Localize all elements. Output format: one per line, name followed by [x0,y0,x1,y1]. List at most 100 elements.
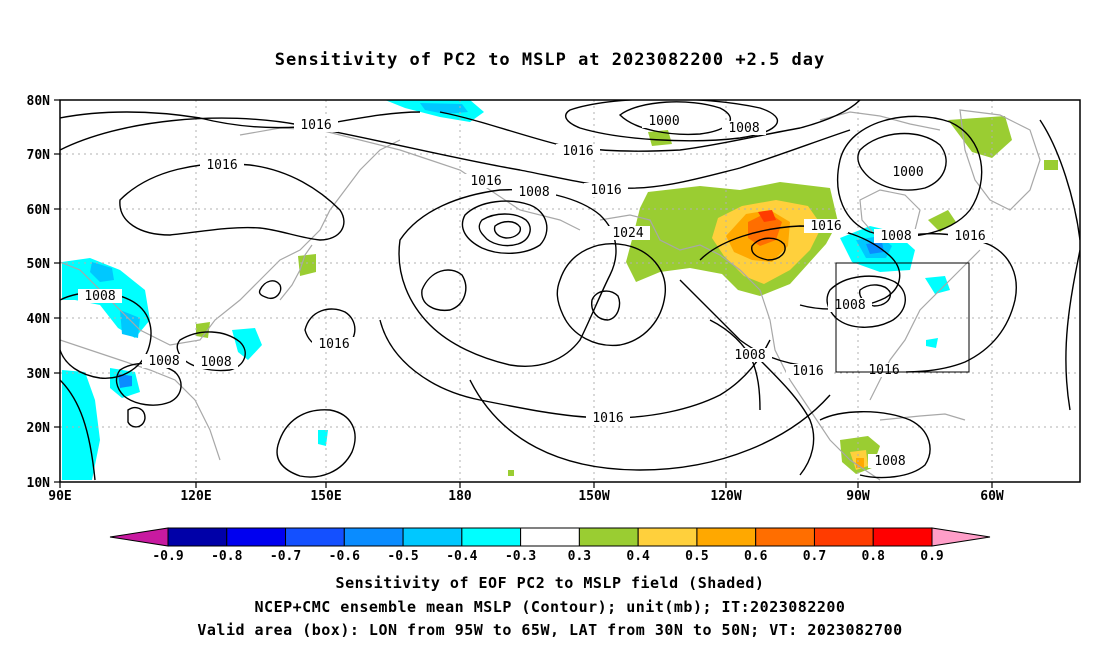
shade-neg-westpac-3 [62,370,100,480]
coast-arctic-islands [819,111,941,131]
shade-pos-labrador [928,210,956,232]
colorbar-tick-label: -0.3 [505,549,536,564]
colorbar-swatch [461,527,522,547]
coast-siberia [239,127,581,231]
colorbar-tick-label: 0.4 [626,549,650,564]
lon-label-180: 180 [448,489,472,504]
lon-label-90e: 90E [48,489,71,504]
contour-1016-upper [439,100,861,152]
contour-label-1008-f: 1008 [880,229,911,244]
colorbar-tick-label: -0.7 [270,549,301,564]
colorbar-swatch [872,527,933,547]
shade-pos-baffin [1044,160,1058,170]
sensitivity-shading [62,100,1058,480]
coast-caribbean [879,413,966,421]
colorbar-tick-label: 0.5 [685,549,708,564]
contour-label-1016-e: 1016 [590,183,621,198]
contour-label-1016-g: 1016 [592,411,623,426]
coast-asia [60,139,401,346]
shade-pos-small [508,470,514,476]
contour-1008-alaska-low [751,237,786,261]
colorbar-swatch [755,527,815,547]
lon-label-120e: 120E [180,489,211,504]
contour-label-1008-b: 1008 [148,354,179,369]
colorbar-tick-label: -0.5 [387,549,418,564]
colorbar-swatch [167,527,228,547]
shade-pos-japan [298,254,316,276]
contour-1008-pacific-mid [759,359,815,476]
contour-1008-low-2 [478,213,531,247]
lon-label-60w: 60W [980,489,1004,504]
shade-neg-westpac-2 [120,310,140,338]
contour-1016-pacific-south [379,319,771,419]
colorbar-tick-label: 0.3 [568,549,591,564]
colorbar-swatch [226,527,287,547]
contour-1008-westpac-3 [176,331,246,372]
lat-label-70n: 70N [27,148,51,163]
lon-label-150e: 150E [310,489,341,504]
caption-line-3: Valid area (box): LON from 95W to 65W, L… [197,621,903,639]
lon-label-150w: 150W [578,489,609,504]
contour-label-1008-c: 1008 [200,355,231,370]
contour-label-1016-f: 1016 [318,337,349,352]
caption-line-2: NCEP+CMC ensemble mean MSLP (Contour); u… [254,598,846,616]
shade-neg-gulf [926,338,938,348]
lat-label-80n: 80N [27,94,51,109]
contour-1016-east-edge-2 [1065,249,1080,411]
contour-label-1008-e: 1008 [728,121,759,136]
colorbar-tick-label: 0.6 [744,549,768,564]
colorbar-left-arrow [109,527,169,547]
contour-1008-small-loop [127,406,146,428]
contour-label-1008-g: 1008 [834,298,865,313]
shade-pos-arctic-2 [948,116,1012,158]
colorbar-swatch [578,527,639,547]
colorbar-tick-label: 0.7 [803,549,826,564]
contour-1016-east-edge [1039,119,1080,241]
colorbar-tick-label: 0.8 [861,549,885,564]
shade-pos-china [196,322,210,338]
contour-1024-inner [591,290,621,321]
lat-label-60n: 60N [27,203,51,218]
contour-1008-low-1 [461,200,548,254]
contour-1008-centam [819,411,931,479]
contour-1016-low-loop [398,189,617,367]
colorbar-tick-label: -0.4 [446,549,477,564]
contour-label-1008-a: 1008 [84,289,115,304]
contour-label-1024-a: 1024 [612,226,643,241]
caption-line-1: Sensitivity of EOF PC2 to MSLP field (Sh… [335,574,765,592]
contour-1016-circle [276,409,356,478]
colorbar-tick-label: -0.9 [152,549,183,564]
contour-1016-north [60,117,851,189]
coast-asia-south [60,339,221,461]
shade-neg-atlantic-core2 [866,242,884,254]
shade-pos-arctic-1 [648,130,672,146]
contour-1008-low-3 [493,220,522,239]
colorbar-tick-label: 0.9 [920,549,943,564]
coast-alaska [599,214,761,291]
contour-label-1016-d: 1016 [470,174,501,189]
plot-frame [59,99,1081,483]
shade-pos-alaska-dkorange [748,212,782,246]
lat-label-40n: 40N [27,312,51,327]
contour-1024-high [556,243,666,347]
longitude-labels: 90E 120E 150E 180 150W 120W 90W 60W [48,489,1004,504]
shade-neg-canada [925,276,950,294]
contour-1016-arctic [60,111,421,129]
lon-label-90w: 90W [846,489,870,504]
contour-label-1016-h: 1016 [810,219,841,234]
contour-label-1016-k: 1016 [868,363,899,378]
colorbar [109,527,991,547]
colorbar-swatch [696,527,757,547]
lon-label-120w: 120W [710,489,741,504]
coast-namerica-west [759,289,851,461]
lat-label-10n: 10N [27,476,51,491]
colorbar-right-arrow [931,527,991,547]
contour-1008-greenland [836,115,983,238]
lat-label-50n: 50N [27,257,51,272]
colorbar-tick-label: -0.6 [329,549,360,564]
contour-1008-china-south [60,379,96,481]
colorbar-swatch [402,527,463,547]
shade-neg-arctic-core [420,103,468,114]
contour-label-1008-d: 1008 [518,185,549,200]
